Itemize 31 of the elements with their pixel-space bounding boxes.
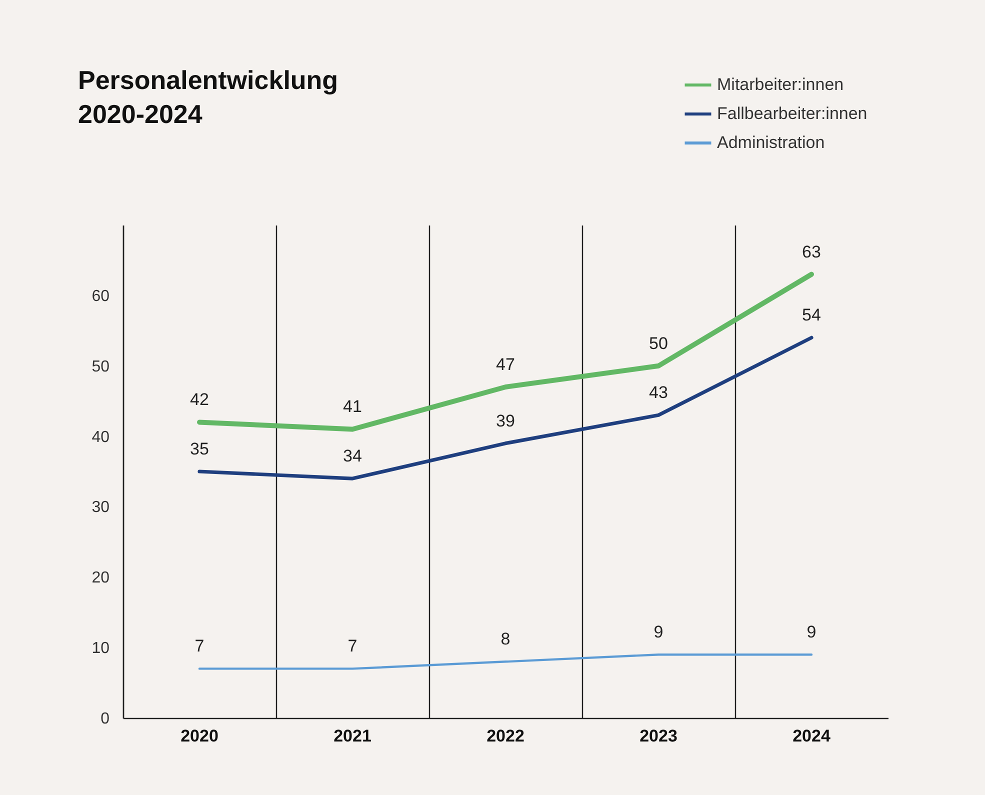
x-tick-label: 2024 — [792, 726, 831, 746]
x-tick-label: 2020 — [180, 726, 218, 746]
y-tick-label: 0 — [100, 710, 110, 728]
data-label: 7 — [194, 636, 204, 656]
x-tick-label: 2022 — [486, 726, 524, 746]
x-tick-label: 2021 — [334, 726, 372, 746]
legend-label: Administration — [717, 133, 825, 152]
data-label: 63 — [802, 242, 821, 262]
y-tick-label: 30 — [92, 499, 110, 516]
data-label: 9 — [654, 622, 664, 642]
y-tick-label: 10 — [92, 640, 110, 658]
data-label: 34 — [343, 446, 362, 466]
y-tick-label: 50 — [92, 358, 110, 376]
data-label: 47 — [496, 354, 515, 374]
data-label: 8 — [500, 630, 510, 649]
data-label: 35 — [190, 440, 209, 458]
legend-label: Mitarbeiter:innen — [717, 75, 844, 94]
data-label: 7 — [348, 636, 358, 656]
data-label: 54 — [802, 306, 821, 325]
y-tick-label: 20 — [92, 570, 110, 587]
x-tick-label: 2023 — [640, 726, 678, 746]
data-label: 43 — [649, 383, 668, 402]
data-label: 39 — [496, 411, 515, 430]
data-label: 42 — [190, 390, 209, 410]
legend-label: Fallbearbeiter:innen — [717, 104, 868, 123]
y-tick-label: 60 — [92, 288, 110, 305]
data-label: 50 — [649, 334, 668, 353]
chart-title: Personalentwicklung 2020-2024 — [78, 65, 338, 129]
y-tick-label: 40 — [92, 428, 110, 446]
data-label: 41 — [343, 397, 362, 416]
data-label: 9 — [806, 622, 816, 642]
